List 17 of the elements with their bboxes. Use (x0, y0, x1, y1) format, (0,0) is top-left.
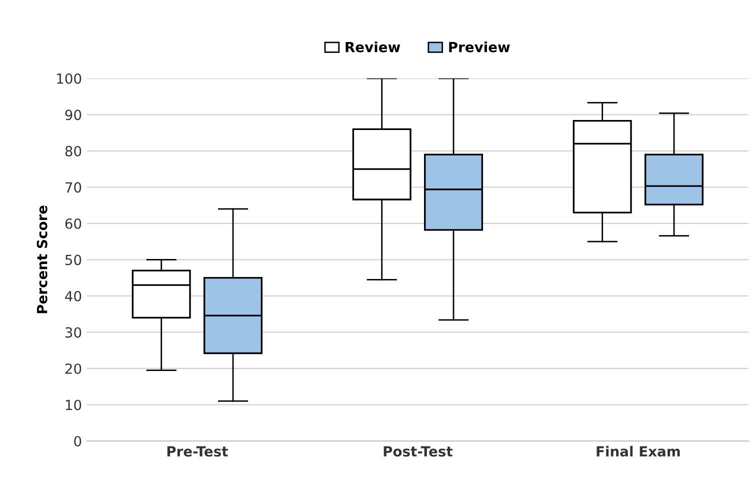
y-tick-label: 70 (66, 182, 82, 193)
y-axis-title: Percent Score (36, 206, 48, 314)
x-tick-label: Post-Test (384, 446, 453, 457)
y-tick-label: 20 (65, 363, 82, 374)
y-tick-label: 80 (65, 146, 82, 156)
y-tick-label: 0 (74, 436, 82, 446)
y-tick-label: 60 (65, 218, 82, 229)
legend-label: Preview (449, 42, 510, 52)
y-tick-label: 10 (66, 400, 82, 410)
y-tick-label: 100 (57, 73, 82, 84)
y-tick-label: 30 (65, 327, 82, 338)
y-tick-label: 40 (65, 290, 82, 302)
y-tick-label: 90 (65, 110, 82, 120)
legend-label: Review (346, 42, 400, 52)
x-tick-label: Final Exam (596, 446, 680, 457)
y-tick-label: 50 (65, 254, 82, 266)
x-tick-label: Pre-Test (167, 446, 228, 457)
